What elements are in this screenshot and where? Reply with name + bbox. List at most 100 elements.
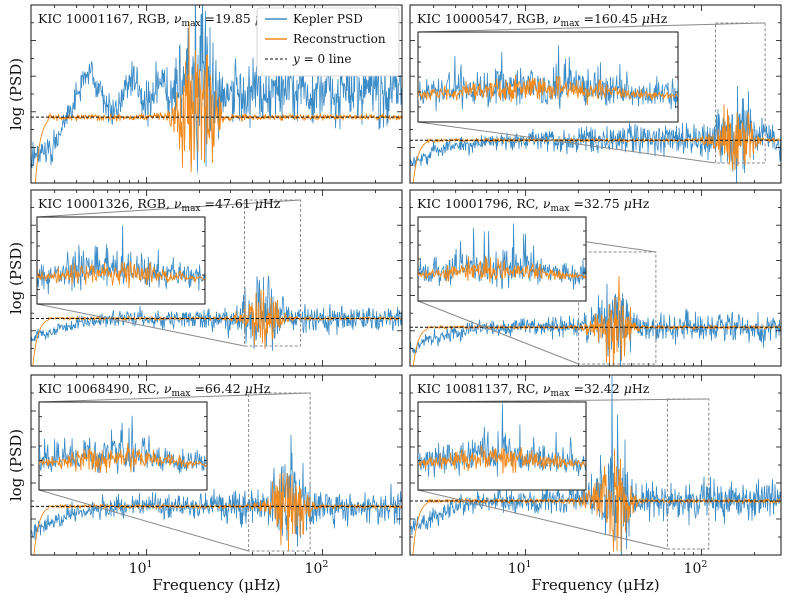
inset [417, 31, 679, 123]
inset-connector [417, 300, 579, 365]
inset-connector [38, 489, 249, 552]
x-tick-base: 10 [129, 561, 147, 577]
legend-box [256, 7, 400, 77]
zoom-region-box [244, 199, 302, 347]
panel-title: KIC 10001326, RGB, νmax =47.61 μHz [38, 196, 281, 214]
title-unit: Hz [632, 196, 650, 211]
y-ticks [31, 207, 402, 349]
inset-psd-line [39, 415, 207, 474]
inset-connector [417, 22, 766, 33]
title-mu: μ [255, 196, 263, 211]
x-axis-label: Frequency (μHz) [152, 576, 280, 594]
title-max: max [182, 204, 201, 214]
title-unit: Hz [263, 196, 281, 211]
title-mu: μ [642, 11, 650, 26]
y-ticks [410, 392, 781, 538]
y-ticks [31, 392, 402, 538]
inset-content [418, 403, 586, 478]
x-tick-base: 10 [305, 561, 323, 577]
x-tick-label: 102 [684, 559, 708, 577]
x-ticks [54, 190, 376, 366]
inset-ticks [418, 46, 678, 108]
title-value: =32.42 [569, 381, 623, 396]
y-axis-label: log (PSD) [7, 58, 25, 130]
title-value: =19.85 [201, 11, 255, 26]
title-value: =47.61 [201, 196, 255, 211]
title-star: KIC 10068490, RC, [38, 381, 164, 396]
legend-var: y [292, 52, 300, 66]
x-axis-label: Frequency (μHz) [531, 576, 659, 594]
x-tick-base: 10 [684, 561, 702, 577]
panel-title: KIC 10068490, RC, νmax =66.42 μHz [38, 381, 271, 399]
title-mu: μ [624, 381, 632, 396]
inset [417, 401, 587, 491]
reconstruction-line [33, 472, 402, 555]
x-tick-exponent: 2 [701, 559, 707, 570]
title-nu: ν [164, 381, 172, 396]
title-unit: Hz [253, 381, 271, 396]
inset-reconstruction-line [418, 255, 586, 283]
title-max: max [182, 19, 201, 29]
title-nu: ν [543, 381, 551, 396]
x-tick-exponent: 1 [526, 559, 532, 570]
panel-title: KIC 10081137, RC, νmax =32.42 μHz [417, 381, 650, 399]
legend: Kepler PSD Reconstruction y = 0 line [256, 7, 400, 77]
inset-connector [417, 121, 716, 164]
legend-label: Kepler PSD [293, 12, 363, 26]
panel-title: KIC 10001167, RGB, νmax =19.85 μHz [38, 11, 281, 29]
panel-4: KIC 10001796, RC, νmax =32.75 μHz [409, 189, 782, 367]
y-ticks [410, 207, 781, 349]
reconstruction-line [34, 21, 402, 183]
title-star: KIC 10001796, RC, [417, 196, 543, 211]
kepler-psd-line [31, 275, 402, 351]
title-star: KIC 10001326, RGB, [38, 196, 174, 211]
title-value: =66.42 [190, 381, 244, 396]
legend-rest: = 0 line [300, 52, 352, 66]
x-tick-exponent: 2 [322, 559, 328, 570]
title-unit: Hz [650, 11, 668, 26]
x-ticks [433, 375, 755, 555]
title-star: KIC 10000547, RGB, [417, 11, 553, 26]
x-ticks [54, 375, 376, 555]
title-nu: ν [553, 11, 561, 26]
legend-label: y = 0 line [292, 52, 351, 66]
legend-label: Reconstruction [293, 32, 386, 46]
inset-connector [36, 303, 245, 347]
inset-ticks [418, 416, 586, 476]
zoom-region-box [666, 398, 710, 550]
title-nu: ν [543, 196, 551, 211]
title-value: =160.45 [580, 11, 642, 26]
x-tick-base: 10 [508, 561, 526, 577]
inset [38, 401, 208, 491]
panel-1: KIC 10001167, RGB, νmax =19.85 μHz [30, 4, 403, 184]
panel-3: KIC 10001326, RGB, νmax =47.61 μHz [30, 189, 403, 367]
title-star: KIC 10081137, RC, [417, 381, 543, 396]
y-ticks [31, 22, 402, 166]
y-ticks [410, 22, 781, 166]
inset [36, 216, 206, 305]
y-axis-label: log (PSD) [7, 242, 25, 314]
panel-content [410, 375, 781, 555]
inset [417, 216, 587, 302]
panel-title: KIC 10000547, RGB, νmax =160.45 μHz [417, 11, 668, 29]
panel-content [31, 5, 402, 183]
title-nu: ν [174, 196, 182, 211]
panel-title: KIC 10001796, RC, νmax =32.75 μHz [417, 196, 650, 214]
zoom-region-box [578, 251, 657, 365]
inset-content [37, 225, 205, 295]
panel-6: KIC 10081137, RC, νmax =32.42 μHz [409, 374, 782, 556]
x-tick-label: 101 [129, 559, 153, 577]
inset-content [418, 45, 678, 112]
inset-reconstruction-line [37, 261, 205, 289]
inset-reconstruction-line [39, 443, 207, 474]
title-star: KIC 10001167, RGB, [38, 11, 174, 26]
inset-content [39, 415, 207, 474]
title-unit: Hz [632, 381, 650, 396]
inset-ticks [37, 231, 205, 290]
panel-2: KIC 10000547, RGB, νmax =160.45 μHz [409, 4, 782, 184]
x-tick-label: 102 [305, 559, 329, 577]
panel-content [31, 275, 402, 366]
panel-content [410, 85, 781, 183]
